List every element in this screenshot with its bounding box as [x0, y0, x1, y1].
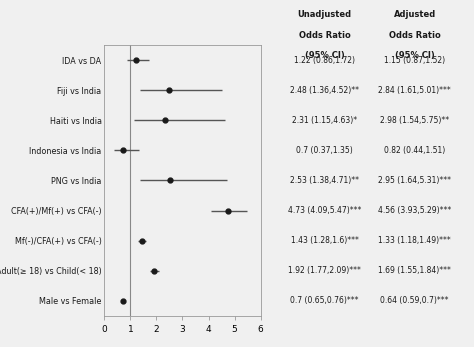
Text: 4.56 (3.93,5.29)***: 4.56 (3.93,5.29)*** — [378, 206, 451, 215]
Text: Unadjusted: Unadjusted — [298, 10, 352, 19]
Text: 2.98 (1.54,5.75)**: 2.98 (1.54,5.75)** — [380, 116, 449, 125]
Text: 1.92 (1.77,2.09)***: 1.92 (1.77,2.09)*** — [288, 266, 361, 275]
Text: 1.33 (1.18,1.49)***: 1.33 (1.18,1.49)*** — [378, 236, 451, 245]
Text: 1.22 (0.86,1.72): 1.22 (0.86,1.72) — [294, 56, 355, 65]
Text: 1.15 (0.87,1.52): 1.15 (0.87,1.52) — [384, 56, 445, 65]
Text: (95% CI): (95% CI) — [305, 51, 345, 60]
Text: Odds Ratio: Odds Ratio — [389, 31, 441, 40]
Text: 2.31 (1.15,4.63)*: 2.31 (1.15,4.63)* — [292, 116, 357, 125]
Text: 4.73 (4.09,5.47)***: 4.73 (4.09,5.47)*** — [288, 206, 361, 215]
Text: (95% CI): (95% CI) — [395, 51, 435, 60]
Text: 0.7 (0.65,0.76)***: 0.7 (0.65,0.76)*** — [291, 296, 359, 305]
Text: 2.84 (1.61,5.01)***: 2.84 (1.61,5.01)*** — [378, 86, 451, 95]
Text: 2.53 (1.38,4.71)**: 2.53 (1.38,4.71)** — [290, 176, 359, 185]
Text: Adjusted: Adjusted — [393, 10, 436, 19]
Text: 1.43 (1.28,1.6)***: 1.43 (1.28,1.6)*** — [291, 236, 359, 245]
Text: 2.48 (1.36,4.52)**: 2.48 (1.36,4.52)** — [290, 86, 359, 95]
Text: Odds Ratio: Odds Ratio — [299, 31, 351, 40]
Text: 2.95 (1.64,5.31)***: 2.95 (1.64,5.31)*** — [378, 176, 451, 185]
Text: 0.7 (0.37,1.35): 0.7 (0.37,1.35) — [296, 146, 353, 155]
Text: 0.64 (0.59,0.7)***: 0.64 (0.59,0.7)*** — [381, 296, 449, 305]
Text: 0.82 (0.44,1.51): 0.82 (0.44,1.51) — [384, 146, 446, 155]
Text: 1.69 (1.55,1.84)***: 1.69 (1.55,1.84)*** — [378, 266, 451, 275]
